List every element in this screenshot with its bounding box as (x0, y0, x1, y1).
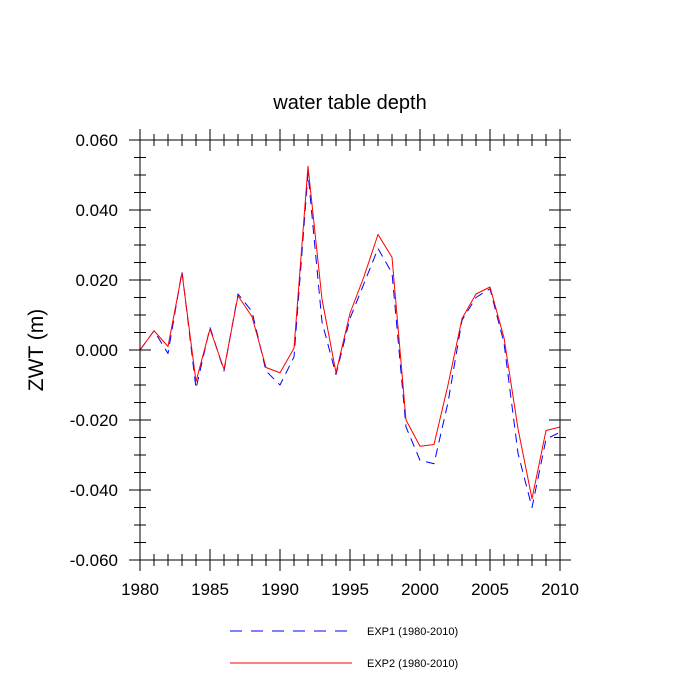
x-tick-label: 2010 (541, 580, 579, 599)
y-tick-label: 0.000 (75, 341, 118, 360)
x-tick-label: 1990 (261, 580, 299, 599)
y-tick-label: 0.060 (75, 131, 118, 150)
series-lines (139, 165, 561, 508)
plot-frame (139, 139, 561, 561)
x-tick-label: 2000 (401, 580, 439, 599)
y-tick-label: -0.040 (70, 481, 118, 500)
legend-label-1: EXP1 (1980-2010) (367, 626, 458, 638)
y-tick-label: -0.060 (70, 551, 118, 570)
series-line-1 (139, 172, 561, 508)
legend: EXP1 (1980-2010) EXP2 (1980-2010) (230, 626, 458, 670)
legend-label-2: EXP2 (1980-2010) (367, 658, 458, 670)
series-line-2 (139, 165, 561, 500)
y-tick-label: 0.020 (75, 271, 118, 290)
x-tick-label: 1985 (191, 580, 229, 599)
y-axis-label: ZWT (m) (25, 309, 48, 391)
y-tick-label: -0.020 (70, 411, 118, 430)
y-tick-label: 0.040 (75, 201, 118, 220)
x-tick-label: 1980 (121, 580, 159, 599)
axis-tick-labels: 1980 1985 1990 1995 2000 2005 2010 0.060 0.040 0.… (70, 131, 579, 599)
chart-title: water table depth (272, 92, 426, 114)
x-tick-label: 1995 (331, 580, 369, 599)
x-tick-label: 2005 (471, 580, 509, 599)
